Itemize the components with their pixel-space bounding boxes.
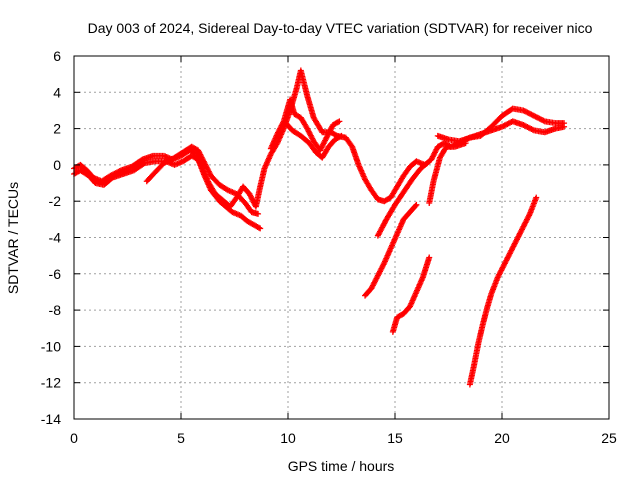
data-series	[71, 67, 568, 388]
y-axis-label: SDTVAR / TECUs	[5, 182, 21, 294]
data-point	[336, 118, 343, 125]
series-track-main-e	[282, 120, 345, 161]
series-track-main-c	[143, 143, 262, 217]
x-tick-label: 25	[601, 430, 617, 446]
data-point	[337, 133, 344, 140]
data-point	[255, 224, 262, 231]
series-branch-c	[389, 254, 433, 335]
data-point	[423, 160, 430, 167]
data-point	[529, 126, 536, 133]
x-tick-label: 20	[494, 430, 510, 446]
x-axis-label: GPS time / hours	[288, 458, 395, 474]
y-tick-label: 4	[53, 84, 61, 100]
y-tick-label: -10	[41, 338, 61, 354]
series-track-late-b	[426, 140, 469, 207]
data-point	[462, 140, 469, 147]
data-point	[257, 225, 264, 232]
data-point	[424, 160, 431, 167]
data-point	[255, 210, 262, 217]
x-tick-label: 5	[177, 430, 185, 446]
data-point	[412, 202, 419, 209]
series-branch-a	[374, 160, 431, 239]
series-branch-d	[466, 194, 540, 388]
y-tick-label: -4	[49, 230, 62, 246]
y-tick-label: 6	[53, 48, 61, 64]
data-point	[335, 119, 342, 126]
x-tick-label: 0	[70, 430, 78, 446]
data-point	[140, 160, 147, 167]
y-tick-label: -12	[41, 375, 61, 391]
x-tick-label: 10	[280, 430, 296, 446]
data-point	[413, 201, 420, 208]
data-point	[426, 254, 433, 261]
x-tick-label: 15	[387, 430, 403, 446]
y-tick-label: 0	[53, 157, 61, 173]
y-tick-label: -6	[49, 266, 62, 282]
series-branch-b	[362, 201, 420, 299]
data-point	[540, 117, 547, 124]
series-track-main-d	[267, 96, 343, 154]
series-track-late-a	[434, 105, 568, 145]
data-point	[561, 120, 568, 127]
y-tick-label: -8	[49, 302, 62, 318]
y-tick-label: 2	[53, 121, 61, 137]
data-point	[533, 194, 540, 201]
chart-title: Day 003 of 2024, Sidereal Day-to-day VTE…	[88, 20, 593, 36]
y-tick-label: -2	[49, 193, 62, 209]
series-track-main-a	[71, 67, 568, 210]
axis-ticks: 0 5 10 15 20 25 -14 -12 -10 -8 -6 -4 -2 0 2 4 6	[41, 48, 617, 446]
data-point	[338, 132, 345, 139]
y-tick-label: -14	[41, 411, 61, 427]
